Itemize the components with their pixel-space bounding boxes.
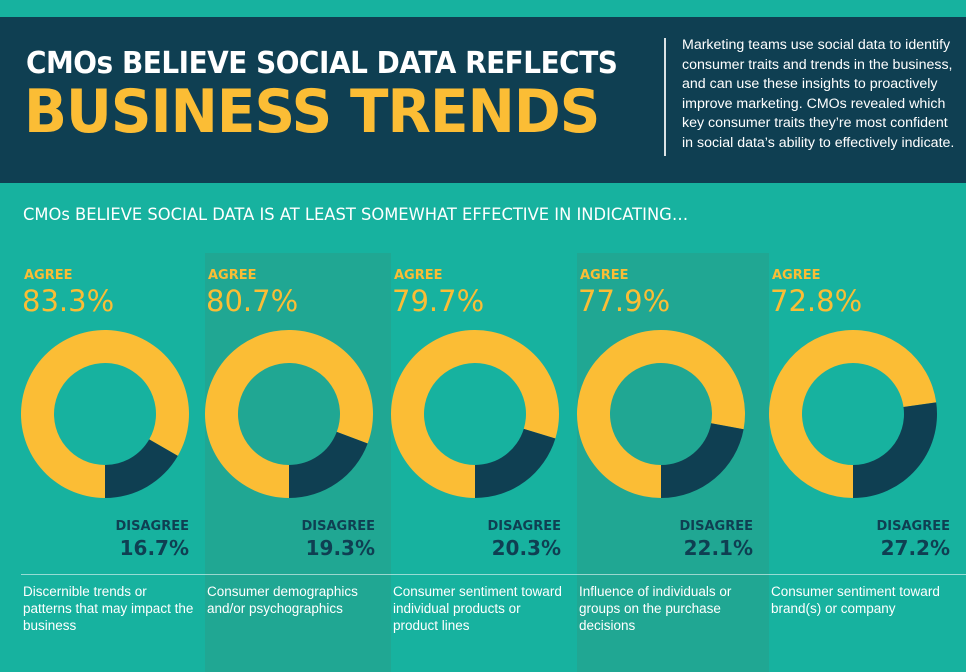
column-separator [205,574,391,575]
disagree-value: 20.3% [491,536,561,560]
column-5: AGREE 72.8% DISAGREE 27.2% Consumer sentimen… [769,253,966,672]
disagree-slice [475,428,556,498]
agree-label: AGREE [772,268,821,283]
column-2: AGREE 80.7% DISAGREE 19.3% Consumer demograp… [205,253,391,672]
disagree-slice [289,431,368,498]
agree-label: AGREE [24,268,73,283]
agree-label: AGREE [208,268,257,283]
column-separator [21,574,205,575]
chart-subtitle: CMOs BELIEVE SOCIAL DATA IS AT LEAST SOM… [23,205,689,225]
disagree-value: 16.7% [119,536,189,560]
donut-chart [769,330,937,498]
header-divider [664,38,666,156]
disagree-value: 27.2% [880,536,950,560]
donut-chart [391,330,559,498]
donut-chart [577,330,745,498]
category-description: Consumer demographics and/or psychograph… [207,584,358,616]
column-4: AGREE 77.9% DISAGREE 22.1% Influence of indi… [577,253,769,672]
agree-slice [205,330,373,498]
intro-text: Marketing teams use social data to ident… [682,37,955,151]
agree-value: 72.8% [770,284,863,318]
agree-slice [577,330,745,498]
disagree-label: DISAGREE [301,519,376,534]
agree-label: AGREE [394,268,443,283]
agree-value: 77.9% [578,284,671,318]
disagree-value: 19.3% [305,536,375,560]
title-line-2: BUSINESS TRENDS [24,77,600,147]
agree-label: AGREE [580,268,629,283]
agree-slice [21,330,189,498]
disagree-slice [105,439,178,498]
agree-value: 79.7% [392,284,485,318]
header-banner [0,17,966,183]
column-1: AGREE 83.3% DISAGREE 16.7% Discernible trend… [21,253,205,672]
disagree-label: DISAGREE [679,519,754,534]
column-separator [577,574,769,575]
disagree-slice [853,402,937,498]
column-separator [391,574,577,575]
agree-value: 83.3% [22,284,115,318]
donut-chart [21,330,189,498]
donut-chart [205,330,373,498]
agree-slice [769,330,937,498]
disagree-label: DISAGREE [876,519,951,534]
disagree-label: DISAGREE [487,519,562,534]
category-description: Consumer sentiment toward brand(s) or co… [771,584,940,616]
agree-slice [391,330,559,498]
category-description: Influence of individuals or groups on th… [579,584,732,633]
disagree-slice [661,423,744,498]
category-description: Consumer sentiment toward individual pro… [393,584,562,633]
column-separator [769,574,966,575]
title-line-1: CMOs BELIEVE SOCIAL DATA REFLECTS [26,46,618,81]
agree-value: 80.7% [206,284,299,318]
column-3: AGREE 79.7% DISAGREE 20.3% Consumer sentimen… [391,253,577,672]
disagree-label: DISAGREE [115,519,190,534]
category-description: Discernible trends or patterns that may … [23,584,194,633]
disagree-value: 22.1% [683,536,753,560]
